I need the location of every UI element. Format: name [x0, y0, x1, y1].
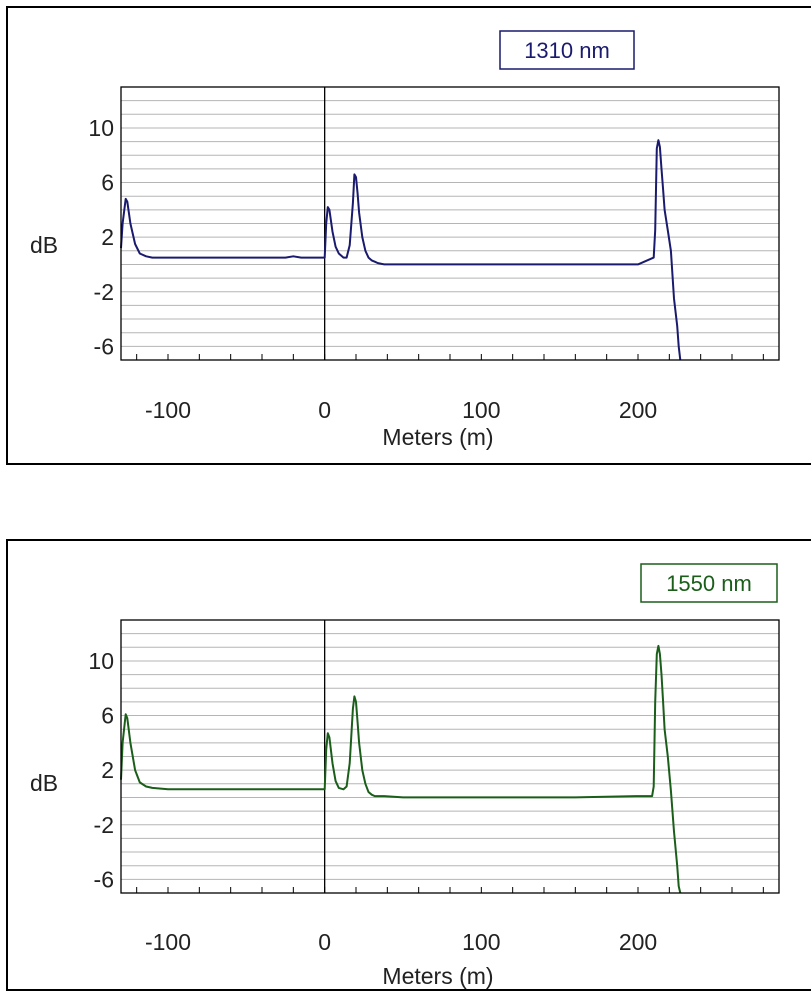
- chart-1310-svg: -6 -2 2 6 10 -100 0 100 200 dB Meters (m) 1310 …: [30, 30, 780, 450]
- wavelength-badge: 1310 nm: [499, 30, 635, 70]
- y-tick-label: -6: [94, 333, 114, 359]
- trace-1550: [120, 644, 682, 894]
- x-tick-label: 0: [318, 397, 331, 423]
- wavelength-label: 1310 nm: [524, 38, 610, 63]
- y-tick-labels: -6 -2 2 6 10: [88, 648, 114, 892]
- wavelength-badge: 1550 nm: [640, 563, 778, 603]
- x-tick-labels: -100 0 100 200: [145, 929, 657, 955]
- y-tick-label: -6: [94, 866, 114, 892]
- y-tick-label: 10: [88, 648, 114, 674]
- plot-frame: [120, 619, 780, 894]
- y-tick-labels: -6 -2 2 6 10: [88, 115, 114, 359]
- grid-lines: [121, 619, 779, 880]
- y-axis-title: dB: [30, 232, 58, 258]
- y-tick-label: 10: [88, 115, 114, 141]
- x-tick-label: -100: [145, 929, 191, 955]
- x-tick-label: 100: [462, 397, 500, 423]
- trace-line: [120, 139, 682, 361]
- x-tick-label: -100: [145, 397, 191, 423]
- grid-lines: [121, 86, 779, 347]
- x-axis-title: Meters (m): [382, 424, 493, 450]
- y-tick-label: 2: [101, 224, 114, 250]
- y-tick-label: 6: [101, 170, 114, 196]
- axis-ticks: [136, 354, 764, 360]
- chart-1550-svg: -6 -2 2 6 10 -100 0 100 200 dB Meters (m) 1550 …: [30, 563, 780, 989]
- x-tick-label: 0: [318, 929, 331, 955]
- y-tick-label: -2: [94, 279, 114, 305]
- plot-frame: [120, 86, 780, 361]
- x-tick-label: 200: [619, 929, 657, 955]
- wavelength-label: 1550 nm: [666, 571, 752, 596]
- trace-line: [120, 644, 682, 894]
- x-tick-labels: -100 0 100 200: [145, 397, 657, 423]
- chart-panel-1310: -6 -2 2 6 10 -100 0 100 200 dB Meters (m) 1310 …: [6, 6, 811, 465]
- x-tick-label: 200: [619, 397, 657, 423]
- chart-panel-1550: -6 -2 2 6 10 -100 0 100 200 dB Meters (m) 1550 …: [6, 539, 811, 991]
- y-tick-label: -2: [94, 812, 114, 838]
- y-tick-label: 2: [101, 757, 114, 783]
- y-tick-label: 6: [101, 703, 114, 729]
- axis-ticks: [136, 887, 764, 893]
- y-axis-title: dB: [30, 770, 58, 796]
- x-axis-title: Meters (m): [382, 963, 493, 989]
- trace-1310: [120, 139, 682, 361]
- x-tick-label: 100: [462, 929, 500, 955]
